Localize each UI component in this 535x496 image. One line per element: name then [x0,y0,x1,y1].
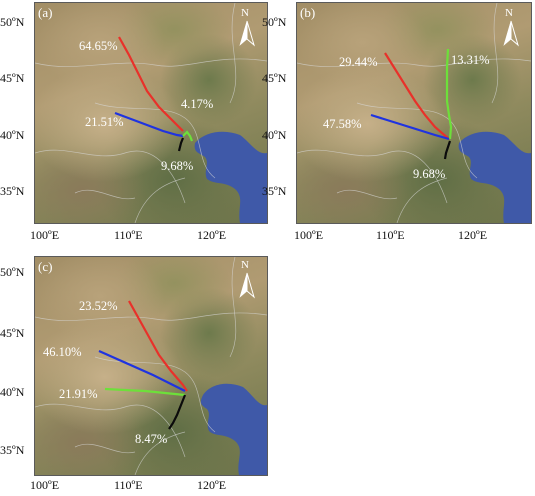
lat-label-45: 45ºN [262,71,287,85]
panel-b: (b) 29.44% 13.31% 47.58% 9.68% N 50ºN 45… [262,0,535,250]
panel-a: (a) 64.65% 21.51% 4.17% 9.68% N 50ºN 45º… [0,0,270,250]
lon-label-120: 120ºE [197,228,227,242]
panel-c: (c) 23.52% 46.10% 21.91% 8.47% N 50ºN 45… [0,254,270,496]
lon-label-110: 110ºE [114,478,143,492]
map-a-layer [35,3,267,223]
lat-label-40: 40ºN [262,128,287,142]
percent-label-red-b: 29.44% [339,55,378,69]
lon-label-120: 120ºE [458,228,488,242]
north-arrow-letter: N [241,7,249,19]
percent-label-blue-b: 47.58% [323,117,362,131]
lat-label-50: 50ºN [0,265,25,279]
north-arrow-a: N [236,7,258,47]
panel-label-b: (b) [300,5,316,20]
lon-label-120: 120ºE [197,478,227,492]
map-b: (b) 29.44% 13.31% 47.58% 9.68% N [296,2,532,224]
trajectory-red [384,52,450,140]
north-arrow-c: N [236,259,258,299]
north-arrow-letter: N [505,7,513,19]
trajectory-blue [370,113,450,141]
panel-label-a: (a) [38,5,53,20]
percent-label-green-b: 13.31% [451,53,490,67]
percent-label-blue-a: 21.51% [85,115,124,129]
trajectory-blue [114,111,184,138]
percent-label-black-b: 9.68% [413,167,446,181]
north-arrow-icon [239,272,255,299]
trajectory-red [128,300,188,392]
lat-label-40: 40ºN [0,385,25,399]
trajectory-black [177,137,185,152]
lat-label-50: 50ºN [262,15,287,29]
sea-bohai [194,131,267,223]
percent-label-green-a: 4.17% [181,97,214,111]
panel-label-c: (c) [38,259,53,274]
percent-label-black-c: 8.47% [135,432,168,446]
north-arrow-icon [503,20,519,47]
percent-label-black-a: 9.68% [161,159,194,173]
map-a: (a) 64.65% 21.51% 4.17% 9.68% N [34,2,268,224]
lat-label-45: 45ºN [0,326,25,340]
lon-label-100: 100ºE [30,478,60,492]
map-b-layer [297,3,531,223]
lon-label-110: 110ºE [376,228,405,242]
trajectory-green [104,387,186,397]
north-arrow-icon [239,20,255,47]
trajectory-red [118,36,184,132]
lat-label-45: 45ºN [0,71,25,85]
lon-label-100: 100ºE [294,228,324,242]
lat-label-40: 40ºN [0,128,25,142]
north-arrow-b: N [500,7,522,47]
trajectory-black [443,140,452,160]
trajectory-blue [98,349,186,392]
lat-label-50: 50ºN [0,15,25,29]
lat-label-35: 35ºN [0,184,25,198]
lon-label-110: 110ºE [114,228,143,242]
map-c: (c) 23.52% 46.10% 21.91% 8.47% N [34,256,268,476]
lon-label-100: 100ºE [30,228,60,242]
north-arrow-letter: N [241,259,249,271]
lat-label-35: 35ºN [262,184,287,198]
map-c-layer [35,257,267,475]
percent-label-green-c: 21.91% [59,387,98,401]
percent-label-red-c: 23.52% [79,299,118,313]
percent-label-blue-c: 46.10% [43,345,82,359]
sea-bohai [458,131,531,223]
trajectory-black [168,394,187,430]
trajectory-green [445,48,453,140]
sea-bohai [200,383,267,475]
lat-label-35: 35ºN [0,443,25,457]
trajectory-green [182,130,194,142]
percent-label-red-a: 64.65% [79,39,118,53]
